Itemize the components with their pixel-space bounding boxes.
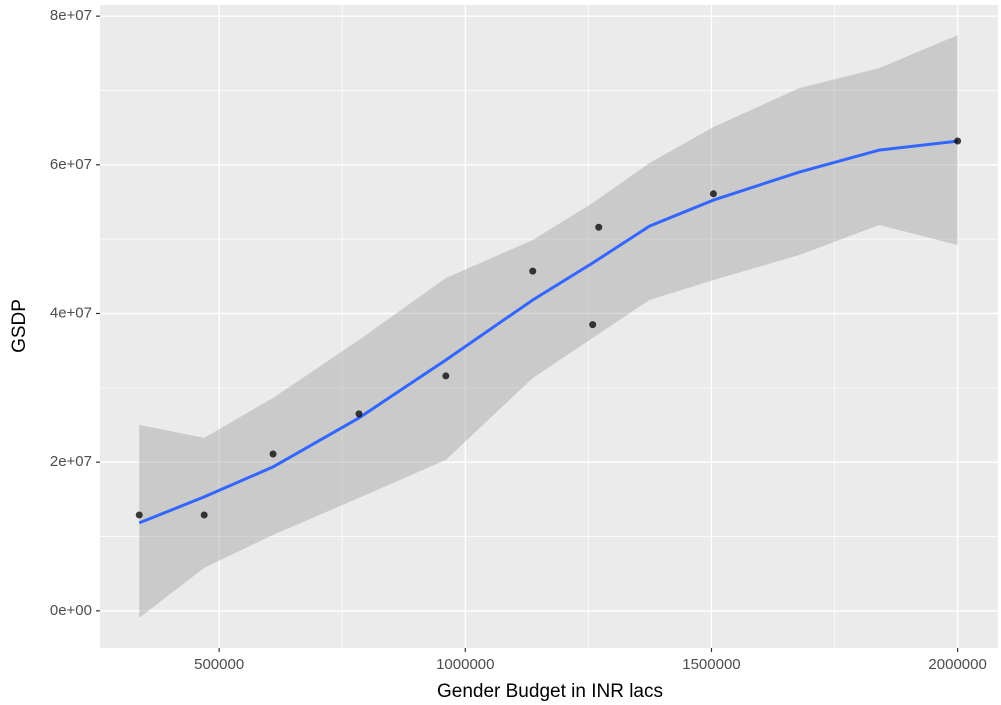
point	[442, 372, 450, 380]
point	[589, 321, 597, 329]
x-tick-label: 500000	[194, 656, 244, 673]
smooth-line	[138, 139, 958, 525]
panel	[100, 5, 998, 648]
y-tick-label: 4e+07	[50, 304, 92, 321]
point	[269, 450, 277, 458]
x-axis-title: Gender Budget in INR lacs	[437, 681, 663, 702]
point	[709, 190, 717, 198]
x-tick-label: 1000000	[436, 656, 494, 673]
point	[200, 511, 208, 519]
y-tick-label: 6e+07	[50, 156, 92, 173]
point	[529, 267, 537, 275]
point	[135, 511, 143, 519]
point	[954, 137, 962, 145]
x-tick-label: 2000000	[928, 656, 986, 673]
y-tick-label: 2e+07	[50, 453, 92, 470]
y-axis-title: GSDP	[9, 299, 30, 353]
point	[355, 410, 363, 418]
x-tick-label: 1500000	[682, 656, 740, 673]
point	[595, 223, 603, 231]
y-tick-label: 8e+07	[50, 7, 92, 24]
grid	[95, 5, 998, 648]
y-tick-label: 0e+00	[50, 602, 92, 619]
marks	[135, 35, 962, 618]
confidence-band	[139, 35, 958, 618]
